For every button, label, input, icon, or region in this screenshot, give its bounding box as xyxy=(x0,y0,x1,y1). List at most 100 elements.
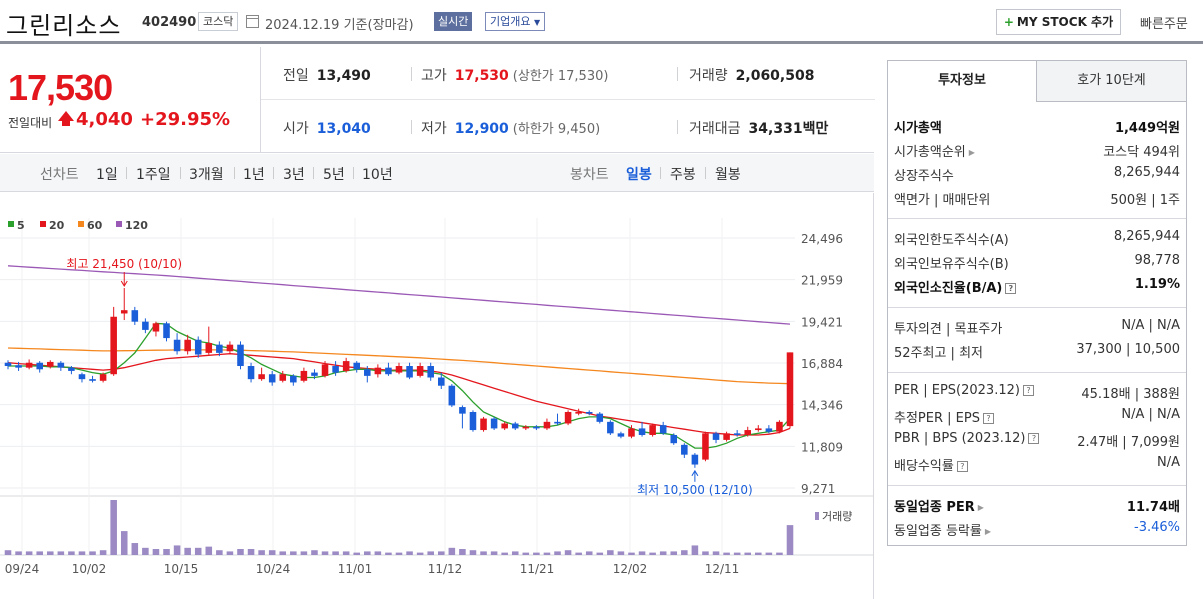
help-icon[interactable]: ? xyxy=(1028,433,1040,444)
info-value: 1.19% xyxy=(1134,277,1180,292)
stock-code: 402490 xyxy=(142,15,197,30)
candle-body xyxy=(585,411,593,414)
volume-bar xyxy=(617,551,625,555)
volume-bar xyxy=(57,551,65,555)
info-row: 상장주식수 8,265,944 xyxy=(888,161,1186,185)
info-value: N/A | N/A xyxy=(1121,318,1180,333)
volume-bar xyxy=(120,531,128,555)
info-label: 투자의견 | 목표주가 xyxy=(894,322,1003,337)
x-tick-label: 11/12 xyxy=(428,562,463,576)
volume-bar xyxy=(332,551,339,555)
price-box: 17,530 전일대비 4,040 +29.95% xyxy=(0,47,260,153)
period-5y[interactable]: 5년 xyxy=(323,167,345,183)
period-1w[interactable]: 1주일 xyxy=(136,167,171,183)
volume-bar xyxy=(480,551,487,555)
candle-body xyxy=(469,411,477,431)
candle-body xyxy=(258,374,265,380)
tab-orderbook[interactable]: 호가 10단계 xyxy=(1037,61,1186,102)
info-label: 시가총액 xyxy=(894,121,942,136)
candle-body xyxy=(120,310,128,314)
line-chart-label[interactable]: 선차트 xyxy=(40,167,79,183)
info-row: 외국인소진율(B/A)? 1.19% xyxy=(888,273,1186,297)
candle-body xyxy=(152,323,160,332)
chart-toolbar: 선차트 1일 1주일 3개월 1년 3년 5년 10년 봉차트 일봉 주봉 월봉 xyxy=(0,154,874,192)
candle-body xyxy=(681,444,688,455)
candle-chart-label[interactable]: 봉차트 xyxy=(570,167,609,183)
price-chart[interactable]: 24,496 21,959 19,421 16,884 14,346 11,809 9,27… xyxy=(0,193,874,599)
info-value: 500원 | 1주 xyxy=(1110,193,1180,208)
info-row: 투자의견 | 목표주가 N/A | N/A xyxy=(888,314,1186,338)
prev-close: 전일 13,490 xyxy=(283,68,371,84)
info-row: 배당수익률? N/A xyxy=(888,451,1186,475)
volume-bar xyxy=(163,549,170,555)
help-icon[interactable]: ? xyxy=(1022,385,1034,396)
candle-body xyxy=(353,362,361,370)
period-10y[interactable]: 10년 xyxy=(362,167,393,183)
tab-investment-info[interactable]: 투자정보 xyxy=(888,61,1037,102)
help-icon[interactable]: ? xyxy=(1005,283,1017,294)
company-overview-button[interactable]: 기업개요 ▼ xyxy=(485,12,546,31)
candle-monthly[interactable]: 월봉 xyxy=(715,167,741,183)
candle-body xyxy=(607,421,614,434)
volume-bar xyxy=(152,549,160,555)
info-value: N/A | N/A xyxy=(1121,407,1180,422)
candle-body xyxy=(427,366,434,378)
candle-body xyxy=(25,362,33,368)
realtime-button[interactable]: 실시간 xyxy=(434,12,473,31)
candle-body xyxy=(68,367,75,371)
candle-body xyxy=(490,418,498,429)
info-value: 8,265,944 xyxy=(1113,165,1180,180)
candlestick-chart[interactable]: 24,496 21,959 19,421 16,884 14,346 11,809 9,27… xyxy=(0,193,874,599)
info-label[interactable]: 동일업종 등락률 ▶ xyxy=(894,524,992,539)
period-1d[interactable]: 1일 xyxy=(96,167,118,183)
info-value: N/A xyxy=(1157,455,1180,470)
legend-swatch xyxy=(78,221,84,227)
info-group: 투자의견 | 목표주가 N/A | N/A 52주최고 | 최저 37,300 | 1… xyxy=(888,307,1186,363)
help-icon[interactable]: ? xyxy=(982,413,994,424)
candle-body xyxy=(670,434,678,444)
volume-bar xyxy=(374,551,382,555)
candle-body xyxy=(205,343,213,353)
period-1y[interactable]: 1년 xyxy=(243,167,265,183)
candle-body xyxy=(194,339,202,355)
volume-bar xyxy=(395,552,403,555)
info-value: 2.47배 | 7,099원 xyxy=(1077,435,1180,450)
chevron-right-icon[interactable]: ▶ xyxy=(984,527,992,536)
info-label[interactable]: 시가총액순위 ▶ xyxy=(894,145,975,160)
volume-bar xyxy=(564,550,572,555)
candle-body xyxy=(480,418,487,431)
x-tick-label: 10/02 xyxy=(72,562,107,576)
info-row: 시가총액 1,449억원 xyxy=(888,113,1186,137)
info-label: 액면가 | 매매단위 xyxy=(894,193,991,208)
candle-body xyxy=(89,379,96,381)
candle-body xyxy=(533,426,540,429)
help-icon[interactable]: ? xyxy=(956,461,968,472)
x-tick-label: 10/24 xyxy=(256,562,291,576)
change-label: 전일대비 xyxy=(8,116,53,130)
period-3m[interactable]: 3개월 xyxy=(189,167,224,183)
chevron-right-icon[interactable]: ▶ xyxy=(977,503,984,512)
volume-bar xyxy=(776,552,783,555)
info-label[interactable]: 동일업종 PER ▶ xyxy=(894,500,984,515)
volume-bar xyxy=(543,552,551,555)
volume-bar xyxy=(89,551,96,555)
add-mystock-button[interactable]: + MY STOCK 추가 xyxy=(996,9,1121,35)
info-row: 시가총액순위 ▶ 코스닥 494위 xyxy=(888,137,1186,161)
candle-daily[interactable]: 일봉 xyxy=(626,167,652,183)
candle-body xyxy=(755,428,762,431)
period-3y[interactable]: 3년 xyxy=(283,167,305,183)
volume-bar xyxy=(68,551,75,555)
x-tick-label: 09/24 xyxy=(5,562,40,576)
low-arrow-head xyxy=(691,469,699,477)
quick-order-link[interactable]: 빠른주문 xyxy=(1140,17,1188,32)
candle-body xyxy=(723,433,730,440)
info-label: 상장주식수 xyxy=(894,169,954,184)
candle-body xyxy=(216,344,223,353)
market-badge: 코스닥 xyxy=(198,12,239,31)
chevron-right-icon[interactable]: ▶ xyxy=(968,148,975,157)
candle-body xyxy=(385,367,392,375)
candle-weekly[interactable]: 주봉 xyxy=(670,167,696,183)
candle-body xyxy=(57,362,65,368)
volume-bar xyxy=(46,551,54,555)
